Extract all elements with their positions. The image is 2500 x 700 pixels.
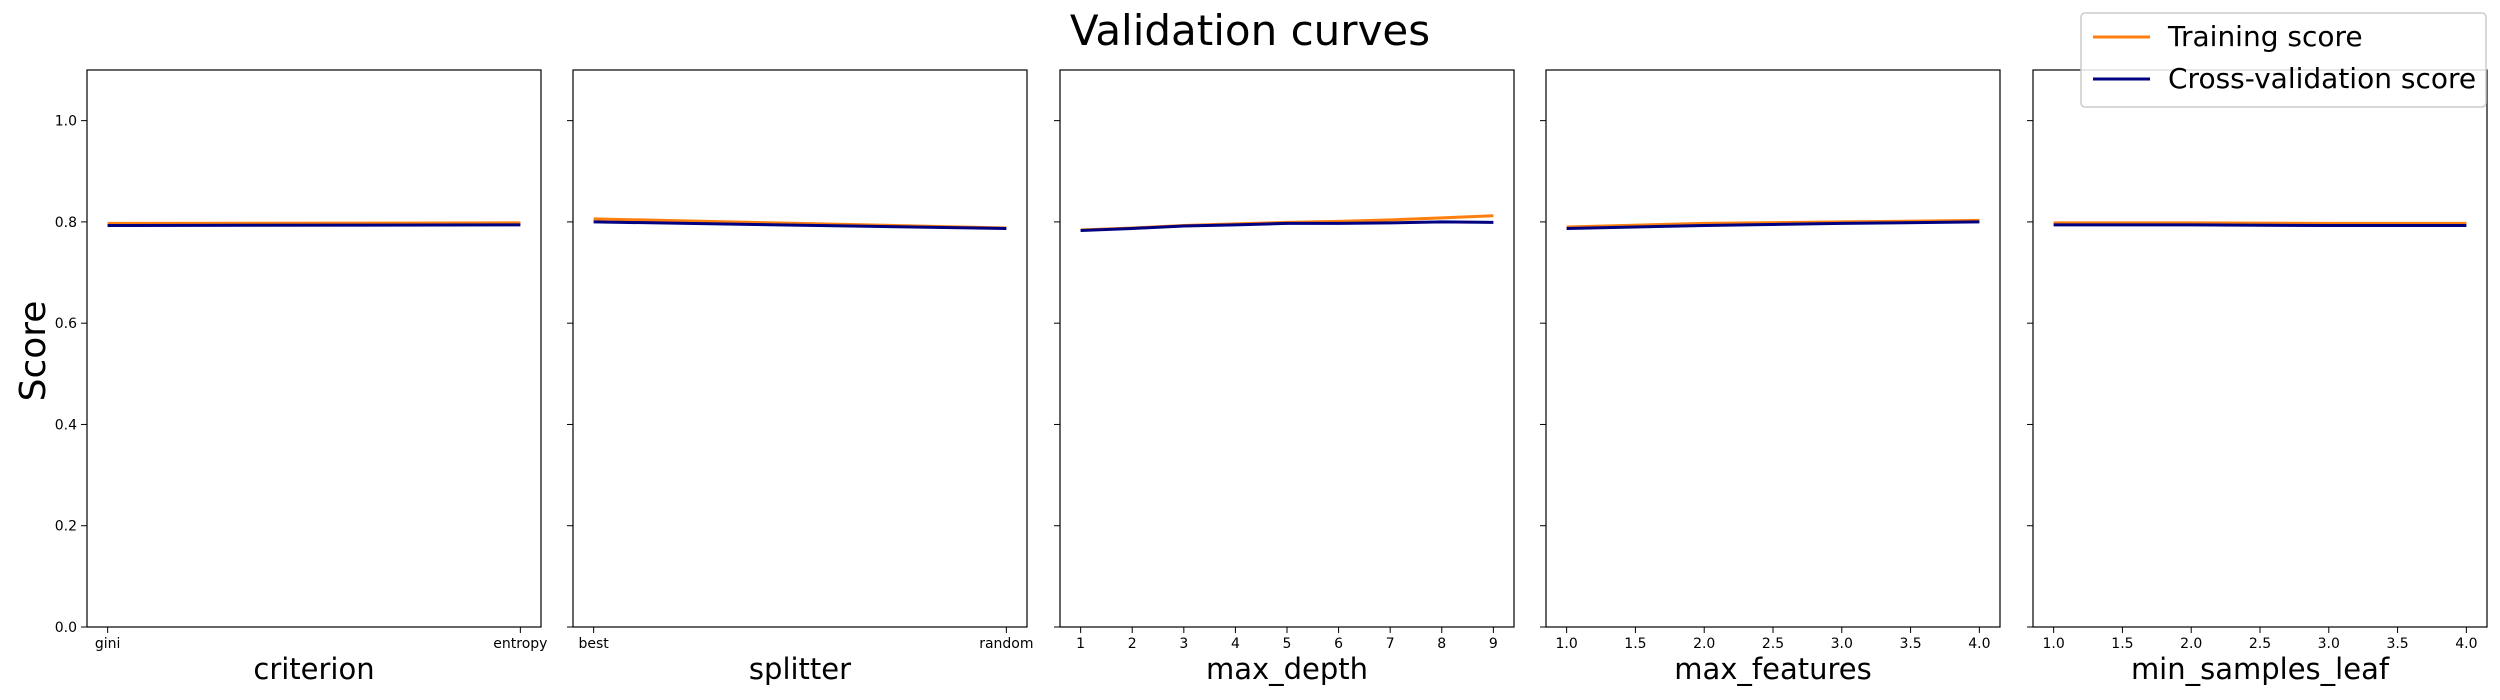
x-tick-label: best [578, 636, 609, 652]
subplot-criterion: 0.0 0.2 0.4 0.6 0.8 1.0 gini entropy criterion [55, 69, 547, 686]
x-tick-label: 3.5 [1899, 636, 1921, 652]
subplot-max_features: 1.0 1.5 2.0 2.5 3.0 3.5 4.0 max_features [1540, 69, 2001, 686]
axes-frame [86, 69, 542, 628]
x-tick-label: 2.5 [2249, 636, 2271, 652]
y-tick-label: 0.0 [55, 620, 77, 636]
y-tick-label: 0.6 [55, 316, 77, 332]
axes-frame [1059, 69, 1515, 628]
figure-title: Validation curves [1070, 6, 1430, 55]
y-axis-label: Score [13, 301, 54, 402]
subplot-min_samples_leaf: 1.0 1.5 2.0 2.5 3.0 3.5 4.0 min_samples_leaf [2027, 69, 2488, 686]
cross-validation-score-line [1080, 220, 1494, 232]
subplot-splitter: best random splitter [567, 69, 1034, 686]
axes-frame [572, 69, 1028, 628]
y-tick-label: 0.4 [55, 417, 77, 433]
y-tick-label: 0.2 [55, 519, 77, 535]
x-axis-label: max_features [1674, 652, 1872, 686]
x-tick-label: 4.0 [1968, 636, 1990, 652]
x-tick-label: 7 [1386, 636, 1395, 652]
axes-frame [1545, 69, 2001, 628]
x-axis-label: min_samples_leaf [2131, 652, 2390, 686]
cross-validation-score-line [2053, 223, 2467, 227]
subplot-max_depth: 1 2 3 4 5 6 7 8 9 max_depth [1054, 69, 1515, 686]
training-score-line [2053, 221, 2467, 225]
training-score-line [107, 221, 521, 225]
y-tick-label: 0.8 [55, 215, 77, 231]
x-tick-label: gini [95, 636, 121, 652]
y-tick-label: 1.0 [55, 114, 77, 130]
x-tick-label: 2.5 [1762, 636, 1784, 652]
cross-validation-score-line [1566, 220, 1980, 230]
x-tick-label: 6 [1334, 636, 1343, 652]
x-tick-label: random [979, 636, 1033, 652]
x-tick-label: 4.0 [2455, 636, 2477, 652]
x-tick-label: 3.0 [1831, 636, 1853, 652]
x-tick-label: 1 [1076, 636, 1085, 652]
x-axis-label: max_depth [1206, 652, 1368, 686]
x-axis-label: criterion [253, 652, 374, 686]
x-tick-label: 2.0 [1693, 636, 1715, 652]
subplots: 0.0 0.2 0.4 0.6 0.8 1.0 gini entropy criterion be… [55, 69, 2488, 686]
x-tick-label: 2.0 [2180, 636, 2202, 652]
x-tick-label: entropy [493, 636, 547, 652]
x-tick-label: 2 [1128, 636, 1137, 652]
x-tick-label: 1.0 [2043, 636, 2065, 652]
legend-training-label: Training score [2167, 20, 2363, 53]
legend: Training score Cross-validation score [2080, 12, 2487, 108]
x-tick-label: 5 [1283, 636, 1292, 652]
cross-validation-score-line [593, 220, 1007, 230]
x-tick-label: 1.5 [2111, 636, 2133, 652]
x-tick-label: 1.5 [1624, 636, 1646, 652]
x-axis-label: splitter [749, 652, 851, 686]
x-tick-label: 3.0 [2318, 636, 2340, 652]
x-tick-label: 9 [1489, 636, 1498, 652]
x-tick-label: 3.5 [2386, 636, 2408, 652]
legend-cross-validation-label: Cross-validation score [2168, 62, 2476, 95]
axes-frame [2032, 69, 2488, 628]
x-tick-label: 1.0 [1556, 636, 1578, 652]
x-tick-label: 3 [1179, 636, 1188, 652]
x-tick-label: 8 [1437, 636, 1446, 652]
x-tick-label: 4 [1231, 636, 1240, 652]
legend-box [2080, 12, 2487, 108]
cross-validation-score-line [107, 223, 521, 227]
